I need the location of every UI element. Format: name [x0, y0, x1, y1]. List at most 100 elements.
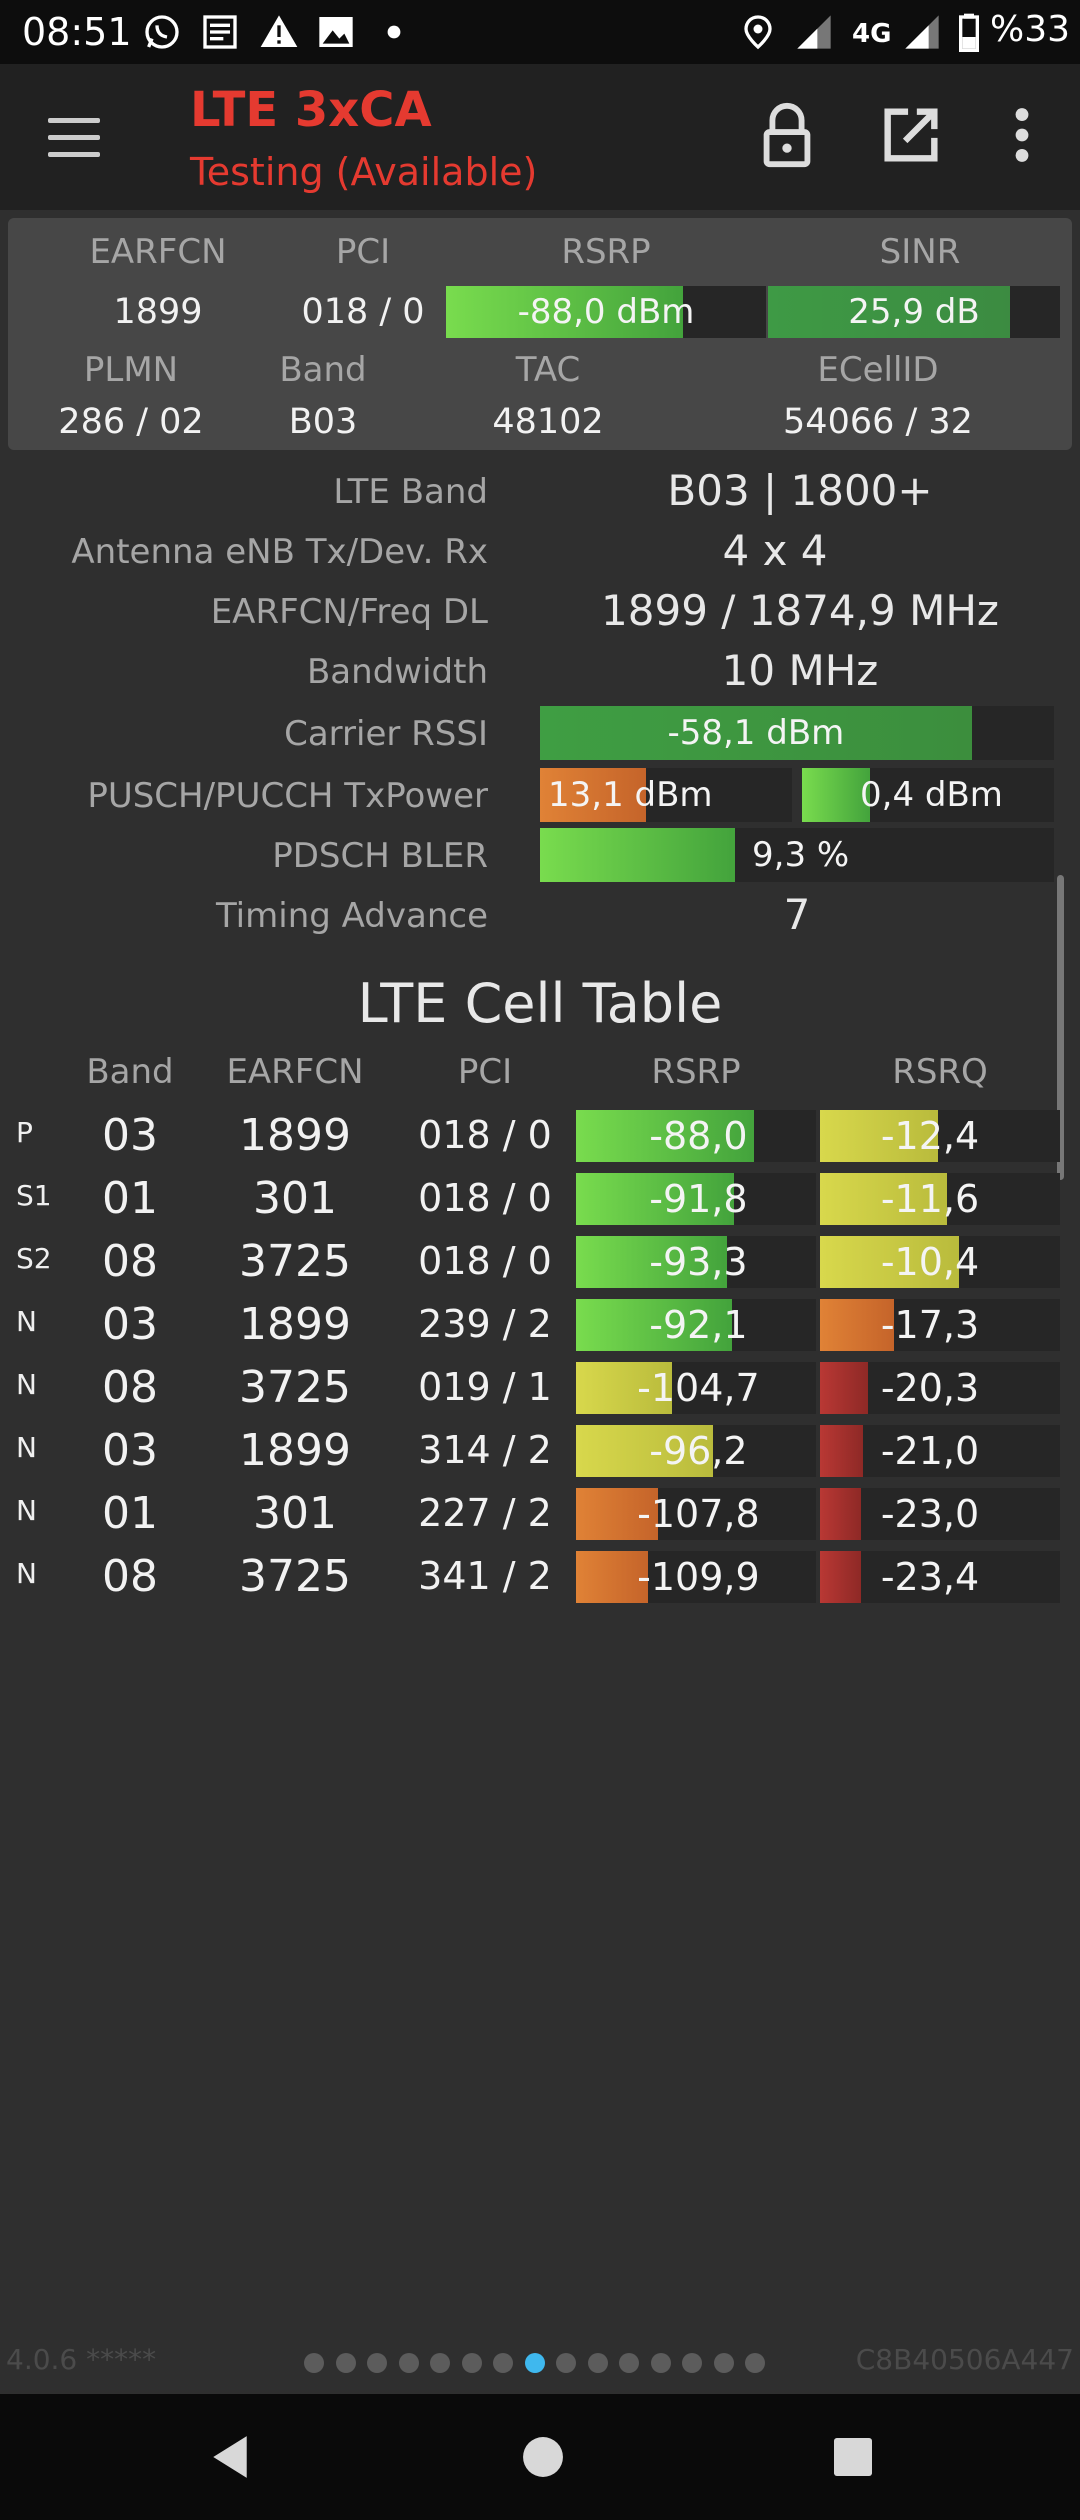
scrollbar[interactable] — [1057, 875, 1064, 1180]
cell-rsrp: -107,8 — [637, 1492, 760, 1536]
cell-earfcn: 1899 — [239, 1425, 351, 1476]
warning-icon — [260, 15, 298, 48]
signal-icon — [905, 15, 939, 49]
page-dot[interactable] — [682, 2353, 702, 2373]
navigation-bar — [0, 2394, 1080, 2520]
recents-icon[interactable] — [834, 2438, 872, 2476]
earfcn-value: 1899 — [113, 292, 203, 332]
earfcn-freq-value: 1899 / 1874,9 MHz — [601, 586, 999, 635]
news-icon — [203, 15, 237, 49]
cell-rsrp-bar: -107,8 — [576, 1488, 816, 1540]
more-options-icon[interactable] — [1000, 100, 1044, 170]
cell-rsrp-bar: -88,0 — [576, 1110, 816, 1162]
open-external-icon[interactable] — [876, 100, 946, 170]
location-icon — [744, 15, 772, 50]
back-icon[interactable] — [208, 2434, 252, 2480]
table-row: S1 01 301 018 / 0 -91,8 -11,6 — [0, 1167, 1080, 1230]
cell-rsrp-bar-fill — [576, 1425, 713, 1477]
cell-rsrq: -20,3 — [880, 1366, 980, 1410]
cell-rsrp: -91,8 — [649, 1177, 748, 1221]
plmn-value: 286 / 02 — [58, 402, 204, 442]
rsrp-bar: -88,0 dBm — [446, 286, 766, 338]
antenna-label: Antenna eNB Tx/Dev. Rx — [71, 532, 488, 572]
page-dot-active[interactable] — [524, 2353, 545, 2373]
cell-pci: 018 / 0 — [418, 1239, 552, 1283]
page-dot[interactable] — [493, 2353, 513, 2373]
cell-rsrp-bar: -92,1 — [576, 1299, 816, 1351]
cell-rsrp-bar-fill — [576, 1551, 648, 1603]
home-icon[interactable] — [522, 2436, 564, 2478]
sinr-bar: 25,9 dB — [768, 286, 1060, 338]
network-type: 4G — [852, 19, 892, 49]
cell-rsrq-bar: -12,4 — [820, 1110, 1060, 1162]
page-dot[interactable] — [461, 2353, 482, 2373]
cell-rsrq-bar: -11,6 — [820, 1173, 1060, 1225]
cell-rsrq-bar-fill — [820, 1425, 864, 1477]
earfcn-header: EARFCN — [89, 232, 227, 272]
timing-advance-label: Timing Advance — [215, 896, 488, 936]
page-dot[interactable] — [650, 2353, 671, 2373]
antenna-value: 4 x 4 — [722, 526, 828, 575]
cell-rsrq-bar-fill — [820, 1362, 868, 1414]
cell-rsrq: -10,4 — [880, 1240, 980, 1284]
carrier-rssi-value: -58,1 dBm — [667, 713, 845, 753]
cell-type: N — [16, 1305, 37, 1338]
tac-value: 48102 — [492, 402, 604, 442]
cell-rsrq-bar: -10,4 — [820, 1236, 1060, 1288]
page-dot[interactable] — [335, 2353, 356, 2373]
band-value: B03 — [288, 402, 358, 442]
bler-bar: 9,3 % — [540, 828, 1054, 882]
cell-rsrq: -23,4 — [880, 1555, 980, 1599]
lock-icon[interactable] — [752, 100, 822, 170]
page-dot[interactable] — [587, 2353, 608, 2373]
txpower-label: PUSCH/PUCCH TxPower — [87, 776, 488, 816]
pci-column-header: PCI — [457, 1052, 513, 1092]
cell-rsrq-bar: -20,3 — [820, 1362, 1060, 1414]
rsrp-value: -88,0 dBm — [517, 292, 695, 332]
serving-cell-summary: EARFCN PCI RSRP SINR 1899 018 / 0 -88,0 … — [8, 218, 1072, 450]
lte-band-value: B03 | 1800+ — [667, 466, 933, 515]
cell-type: S2 — [16, 1242, 52, 1275]
plmn-header: PLMN — [83, 350, 179, 390]
rsrq-column-header: RSRQ — [892, 1052, 988, 1092]
cell-rsrp-bar: -96,2 — [576, 1425, 816, 1477]
page-dot[interactable] — [745, 2353, 765, 2373]
cell-pci: 018 / 0 — [418, 1176, 552, 1220]
cell-earfcn: 3725 — [239, 1236, 351, 1287]
pusch-txpower-bar: 13,1 dBm — [540, 768, 792, 822]
bandwidth-label: Bandwidth — [306, 652, 488, 692]
signal-icon — [797, 15, 831, 49]
cell-type: S1 — [16, 1179, 52, 1212]
cell-rsrp-bar-fill — [576, 1488, 658, 1540]
cell-type: N — [16, 1557, 37, 1590]
app-version: 4.0.6 ***** — [6, 2343, 157, 2376]
cell-earfcn: 3725 — [239, 1362, 351, 1413]
page-dot[interactable] — [398, 2353, 419, 2373]
cell-pci: 019 / 1 — [418, 1365, 552, 1409]
sinr-header: SINR — [879, 232, 961, 272]
cell-band: 03 — [102, 1299, 158, 1350]
app-bar: LTE 3xCA Testing (Available) — [0, 64, 1080, 210]
cell-rsrp-bar-fill — [576, 1173, 735, 1225]
page-dot[interactable] — [304, 2353, 324, 2373]
device-id: C8B40506A447 — [855, 2343, 1074, 2376]
battery-icon — [959, 13, 979, 52]
page-dot[interactable] — [556, 2353, 576, 2373]
table-row: N 08 3725 341 / 2 -109,9 -23,4 — [0, 1545, 1080, 1608]
cell-earfcn: 3725 — [239, 1551, 351, 1602]
band-column-header: Band — [86, 1052, 174, 1092]
cell-pci: 227 / 2 — [418, 1491, 552, 1535]
pci-value: 018 / 0 — [301, 292, 425, 332]
page-dot[interactable] — [713, 2353, 734, 2373]
cell-earfcn: 1899 — [239, 1299, 351, 1350]
sinr-value: 25,9 dB — [848, 292, 980, 332]
cell-rsrp-bar-fill — [576, 1110, 754, 1162]
cell-rsrq: -11,6 — [880, 1177, 980, 1221]
page-dot[interactable] — [367, 2353, 387, 2373]
cell-band: 08 — [102, 1236, 158, 1287]
ecellid-value: 54066 / 32 — [783, 402, 973, 442]
page-dot[interactable] — [619, 2353, 639, 2373]
menu-icon[interactable] — [48, 118, 100, 158]
page-dot[interactable] — [430, 2353, 450, 2373]
cell-rsrq-bar-fill — [820, 1551, 861, 1603]
